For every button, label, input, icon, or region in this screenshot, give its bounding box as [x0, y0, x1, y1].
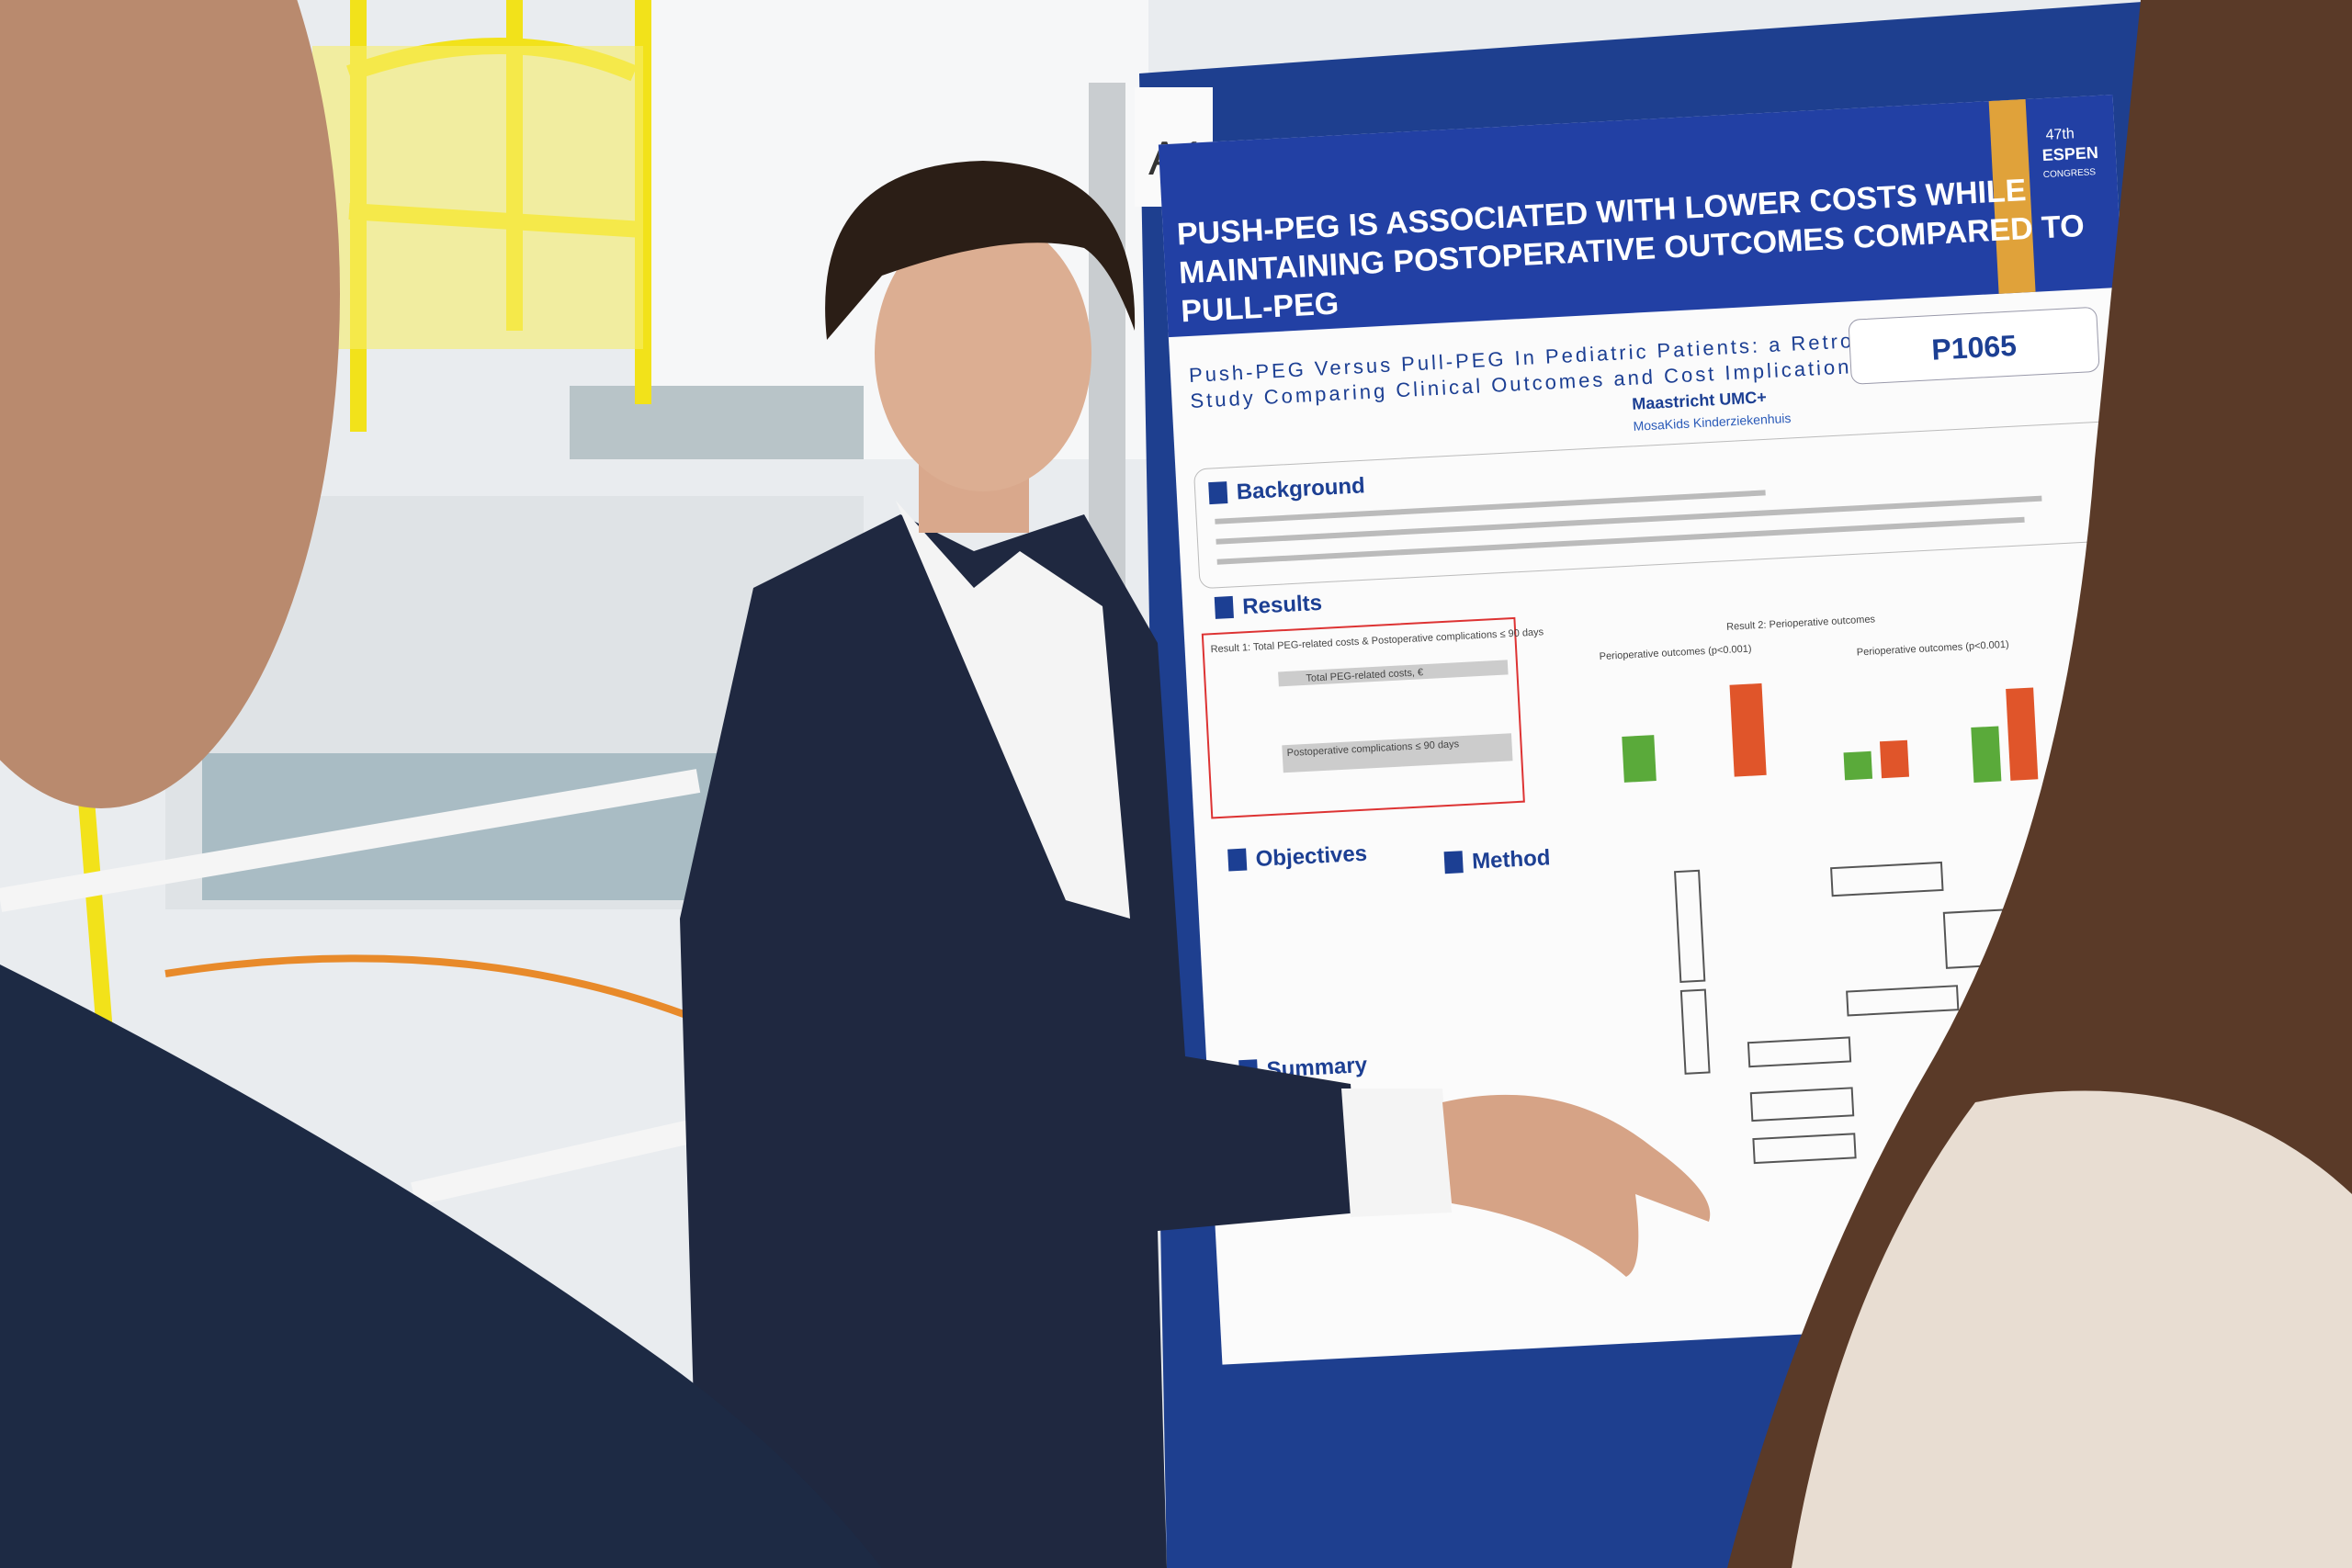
- table-header: [1278, 660, 1509, 687]
- face: [875, 216, 1091, 491]
- code-box: [1849, 307, 2100, 385]
- poster-code: P1065: [1930, 329, 2017, 367]
- congress-name: ESPEN: [2041, 143, 2098, 164]
- icon: [1214, 595, 1234, 619]
- bars: [1622, 682, 2039, 783]
- section-heading: Results: [1242, 591, 1323, 620]
- mosaic: [1988, 99, 2036, 294]
- text-lines: [1215, 490, 2042, 565]
- result-box: [1201, 616, 1525, 819]
- icon: [1227, 848, 1248, 872]
- poster-header: [1158, 95, 2123, 338]
- poster-sheet: [1158, 95, 2177, 1365]
- foreground-sweater: [0, 964, 882, 1568]
- orange-rail: [164, 954, 700, 1023]
- railing: [411, 1118, 701, 1206]
- title-line: PULL-PEG: [1180, 286, 1340, 329]
- section-heading: Method: [1471, 845, 1551, 874]
- section-heading: Objectives: [1255, 841, 1368, 872]
- shirt: [896, 501, 1130, 919]
- cuff: [1341, 1089, 1452, 1217]
- icon: [1208, 481, 1228, 505]
- windows: [570, 386, 864, 459]
- foreground-clothing: [1792, 1090, 2352, 1568]
- hair: [825, 161, 1136, 340]
- yellow-panel: [312, 46, 643, 349]
- congress-edition: 47th: [2045, 126, 2075, 143]
- foreground-head: [0, 0, 340, 808]
- table-header: [1282, 733, 1513, 773]
- jacket: [680, 514, 1360, 1568]
- icon: [1443, 851, 1464, 874]
- hand: [1442, 1094, 1711, 1277]
- railing: [0, 769, 701, 912]
- congress-word: CONGRESS: [2043, 167, 2097, 180]
- poster: 47th ESPEN CONGRESS PUSH-PEG IS ASSOCIAT…: [1158, 95, 2177, 1365]
